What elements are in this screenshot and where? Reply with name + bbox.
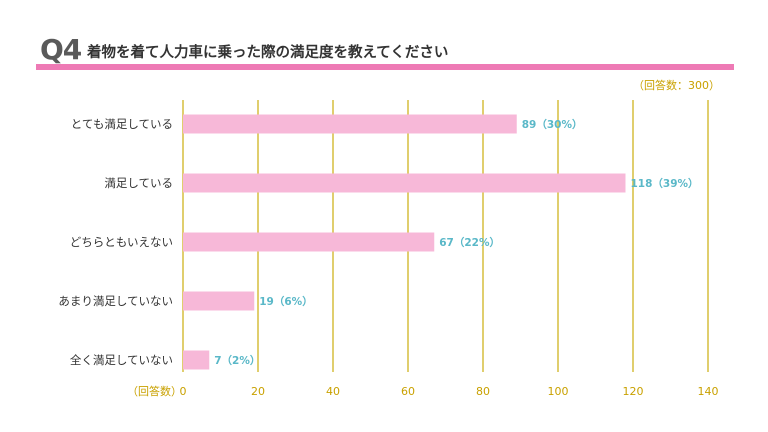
data-label: 7（2%） <box>214 354 260 367</box>
data-label: 118（39%） <box>631 177 699 190</box>
bar <box>183 114 517 134</box>
bar <box>183 232 435 252</box>
x-tick-label: 20 <box>251 385 265 398</box>
question-number: Q4 <box>40 33 82 66</box>
category-label: 満足している <box>104 176 173 190</box>
x-tick-label: 0 <box>180 385 187 398</box>
bar <box>183 291 255 311</box>
title-underline <box>36 64 734 70</box>
x-tick-label: 40 <box>326 385 340 398</box>
data-label: 19（6%） <box>259 295 312 308</box>
respondent-count: （回答数：300） <box>633 79 720 92</box>
x-tick-label: 100 <box>548 385 569 398</box>
data-label: 89（30%） <box>522 118 583 131</box>
category-label: あまり満足していない <box>58 294 173 308</box>
x-tick-label: 140 <box>698 385 719 398</box>
category-label: とても満足している <box>71 117 173 131</box>
x-tick-label: 80 <box>476 385 490 398</box>
category-label: 全く満足していない <box>70 353 173 367</box>
bar <box>183 350 210 370</box>
x-axis-unit-label: （回答数） <box>127 385 182 398</box>
question-title: 着物を着て人力車に乗った際の満足度を教えてください <box>87 45 449 61</box>
x-tick-label: 60 <box>401 385 415 398</box>
category-label: どちらともいえない <box>70 235 173 249</box>
data-label: 67（22%） <box>439 236 500 249</box>
x-tick-label: 120 <box>623 385 644 398</box>
bar <box>183 173 626 193</box>
